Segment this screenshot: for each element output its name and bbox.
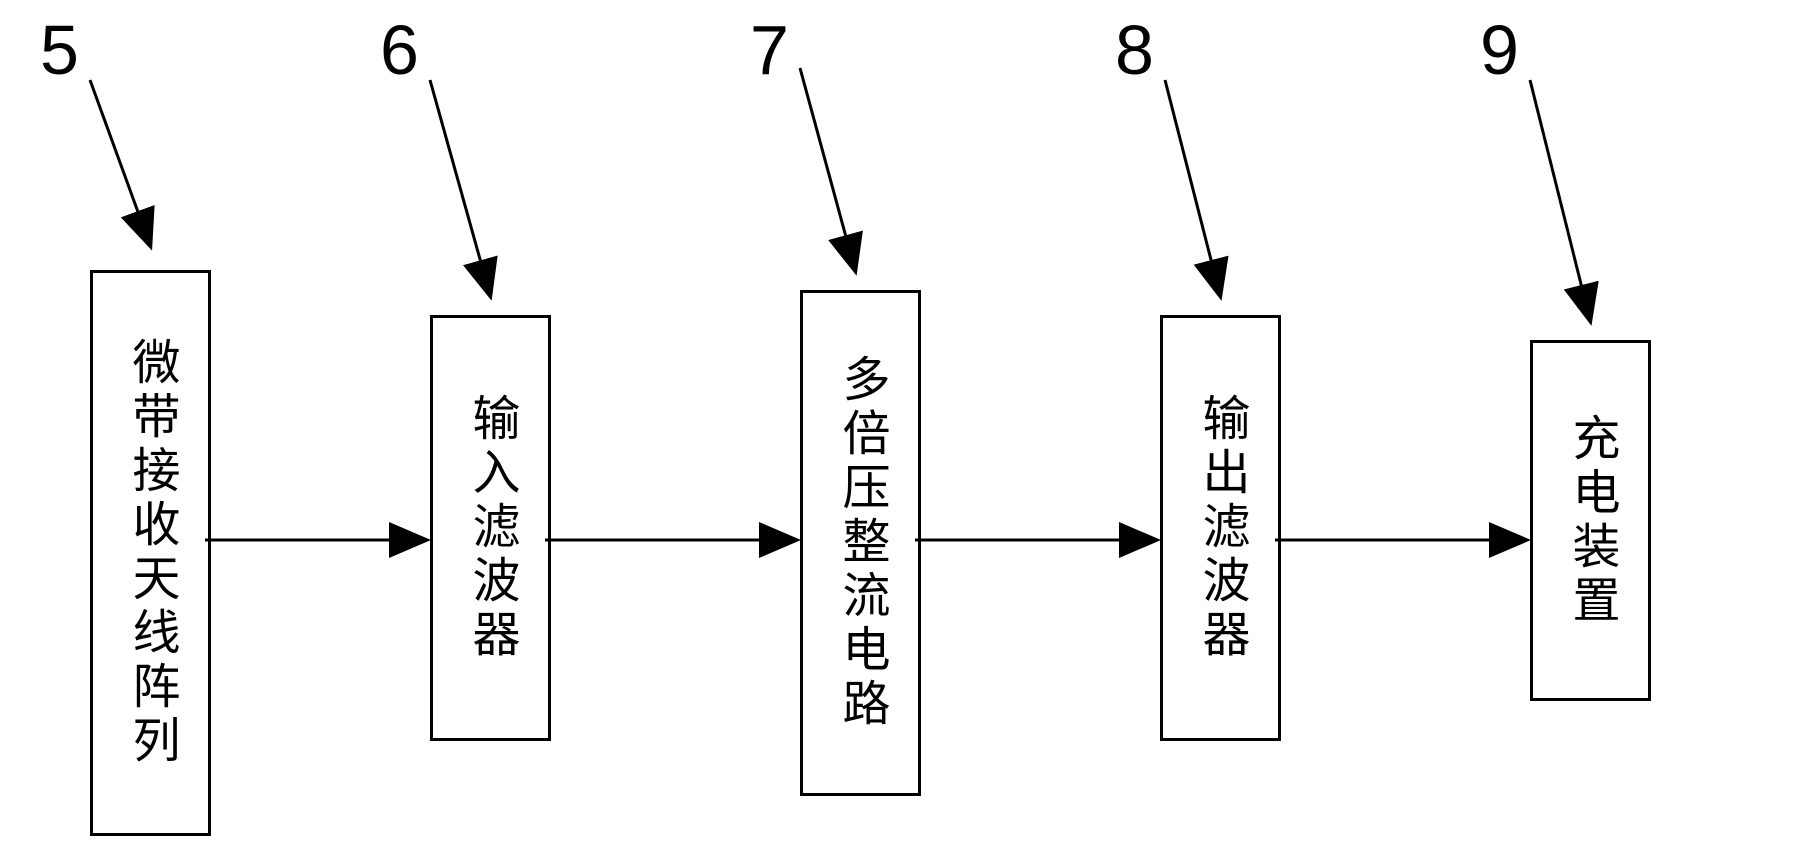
pointer-arrow-8 — [1165, 80, 1220, 295]
label-9: 9 — [1480, 10, 1519, 90]
label-6: 6 — [380, 10, 419, 90]
node-output-filter: 输出滤波器 — [1160, 315, 1281, 741]
node-rectifier-circuit: 多倍压整流电路 — [800, 290, 921, 796]
node-input-filter: 输入滤波器 — [430, 315, 551, 741]
label-7: 7 — [750, 10, 789, 90]
pointer-arrow-7 — [800, 68, 855, 270]
pointer-arrow-6 — [430, 80, 490, 295]
node-antenna-array: 微带接收天线阵列 — [90, 270, 211, 836]
label-5: 5 — [40, 10, 79, 90]
pointer-arrow-5 — [90, 80, 150, 245]
diagram-root: 5 6 7 8 9 微带接收天线阵列 输入滤波器 多倍压整流电路 输出滤波器 充… — [0, 0, 1811, 846]
pointer-arrow-9 — [1530, 80, 1590, 320]
label-8: 8 — [1115, 10, 1154, 90]
node-charging-device: 充电装置 — [1530, 340, 1651, 701]
